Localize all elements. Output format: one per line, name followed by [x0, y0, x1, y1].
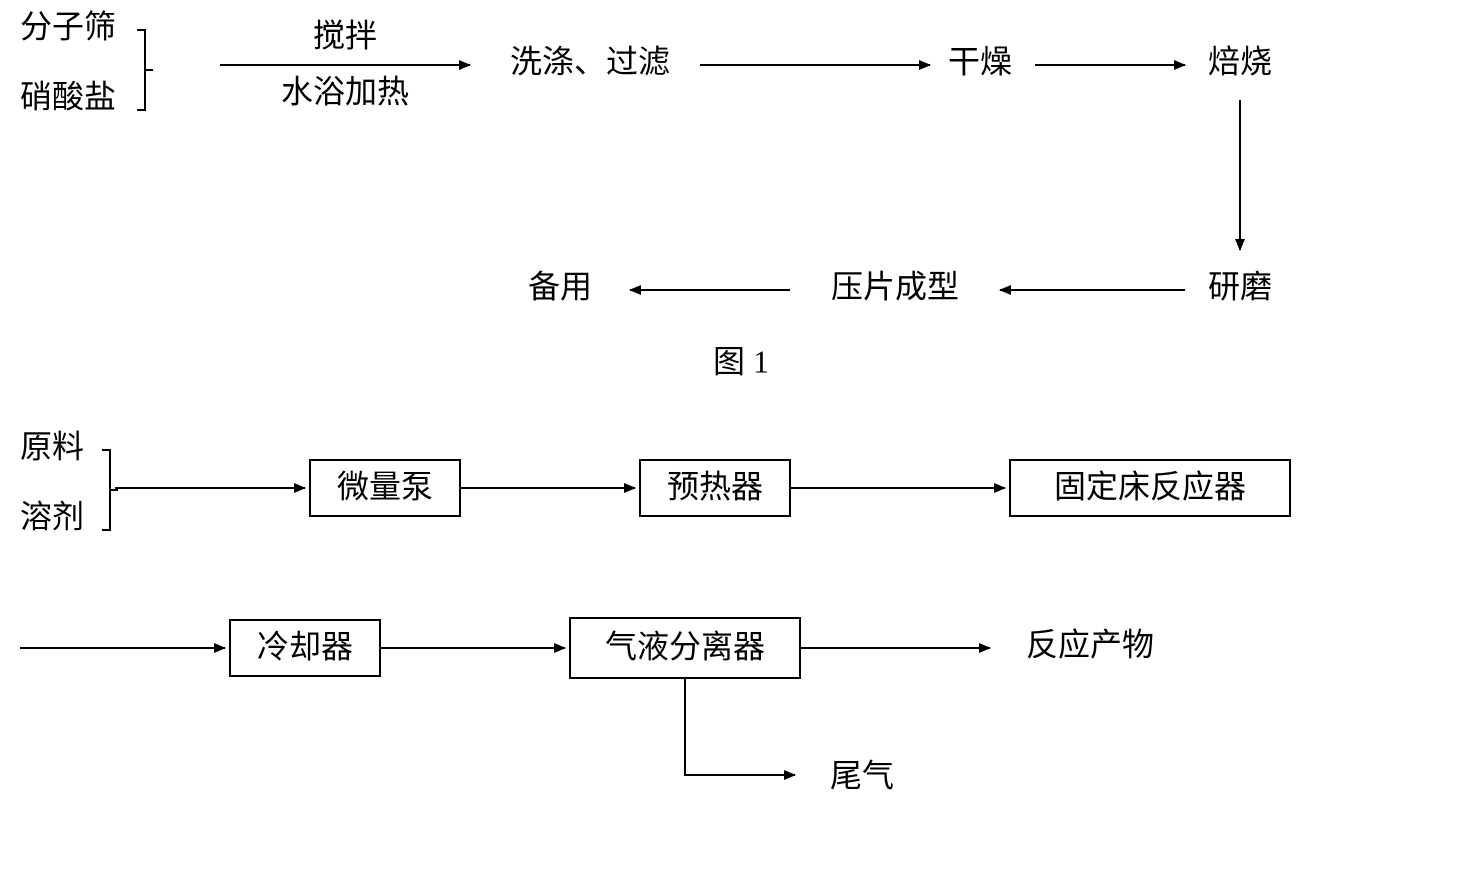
cooler-label: 冷却器: [257, 628, 353, 664]
figure-1: 分子筛硝酸盐 搅拌水浴加热 洗涤、过滤 干燥 焙烧研磨 压片成型 备用图 1: [20, 8, 1272, 379]
preheater-label: 预热器: [667, 468, 763, 504]
tail-gas-arrow: [685, 678, 795, 775]
micro-pump-label: 微量泵: [337, 468, 433, 504]
product: 反应产物: [1026, 626, 1154, 662]
separator-label: 气液分离器: [605, 628, 765, 664]
wash-filter: 洗涤、过滤: [510, 43, 670, 79]
standby: 备用: [528, 268, 592, 304]
nitrate: 硝酸盐: [20, 78, 116, 114]
fig1-bracket: [137, 30, 153, 110]
fixed-bed-label: 固定床反应器: [1054, 468, 1246, 504]
raw-material: 原料: [20, 428, 84, 464]
calcine: 焙烧: [1208, 43, 1272, 79]
waterbath-label: 水浴加热: [281, 73, 409, 109]
tail-gas: 尾气: [830, 757, 894, 793]
molecular-sieve: 分子筛: [20, 8, 116, 44]
dry: 干燥: [948, 43, 1012, 79]
figure-1-caption: 图 1: [713, 343, 769, 379]
diagram-canvas: 分子筛硝酸盐 搅拌水浴加热 洗涤、过滤 干燥 焙烧研磨 压片成型 备用图 1 原料溶剂 微量泵…: [0, 0, 1482, 888]
tablet: 压片成型: [831, 268, 959, 304]
figure-2: 原料溶剂 微量泵 预热器 固定床反应器冷却器 气液分离器 反应产物尾气: [20, 428, 1290, 793]
solvent: 溶剂: [20, 498, 84, 534]
stir-label: 搅拌: [313, 17, 377, 53]
grind: 研磨: [1208, 268, 1272, 304]
fig2-bracket: [102, 450, 118, 530]
